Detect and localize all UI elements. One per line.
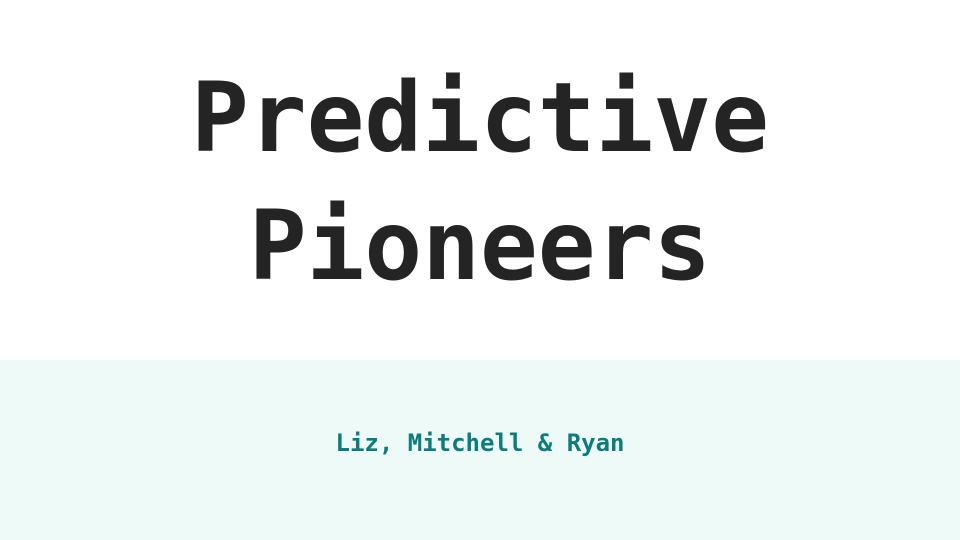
subtitle-band: Liz, Mitchell & Ryan bbox=[0, 360, 960, 540]
subtitle-authors: Liz, Mitchell & Ryan bbox=[335, 429, 625, 457]
title-line-1: Predictive bbox=[191, 62, 769, 174]
title-area: Predictive Pioneers bbox=[191, 62, 769, 302]
title-line-2: Pioneers bbox=[248, 190, 712, 302]
